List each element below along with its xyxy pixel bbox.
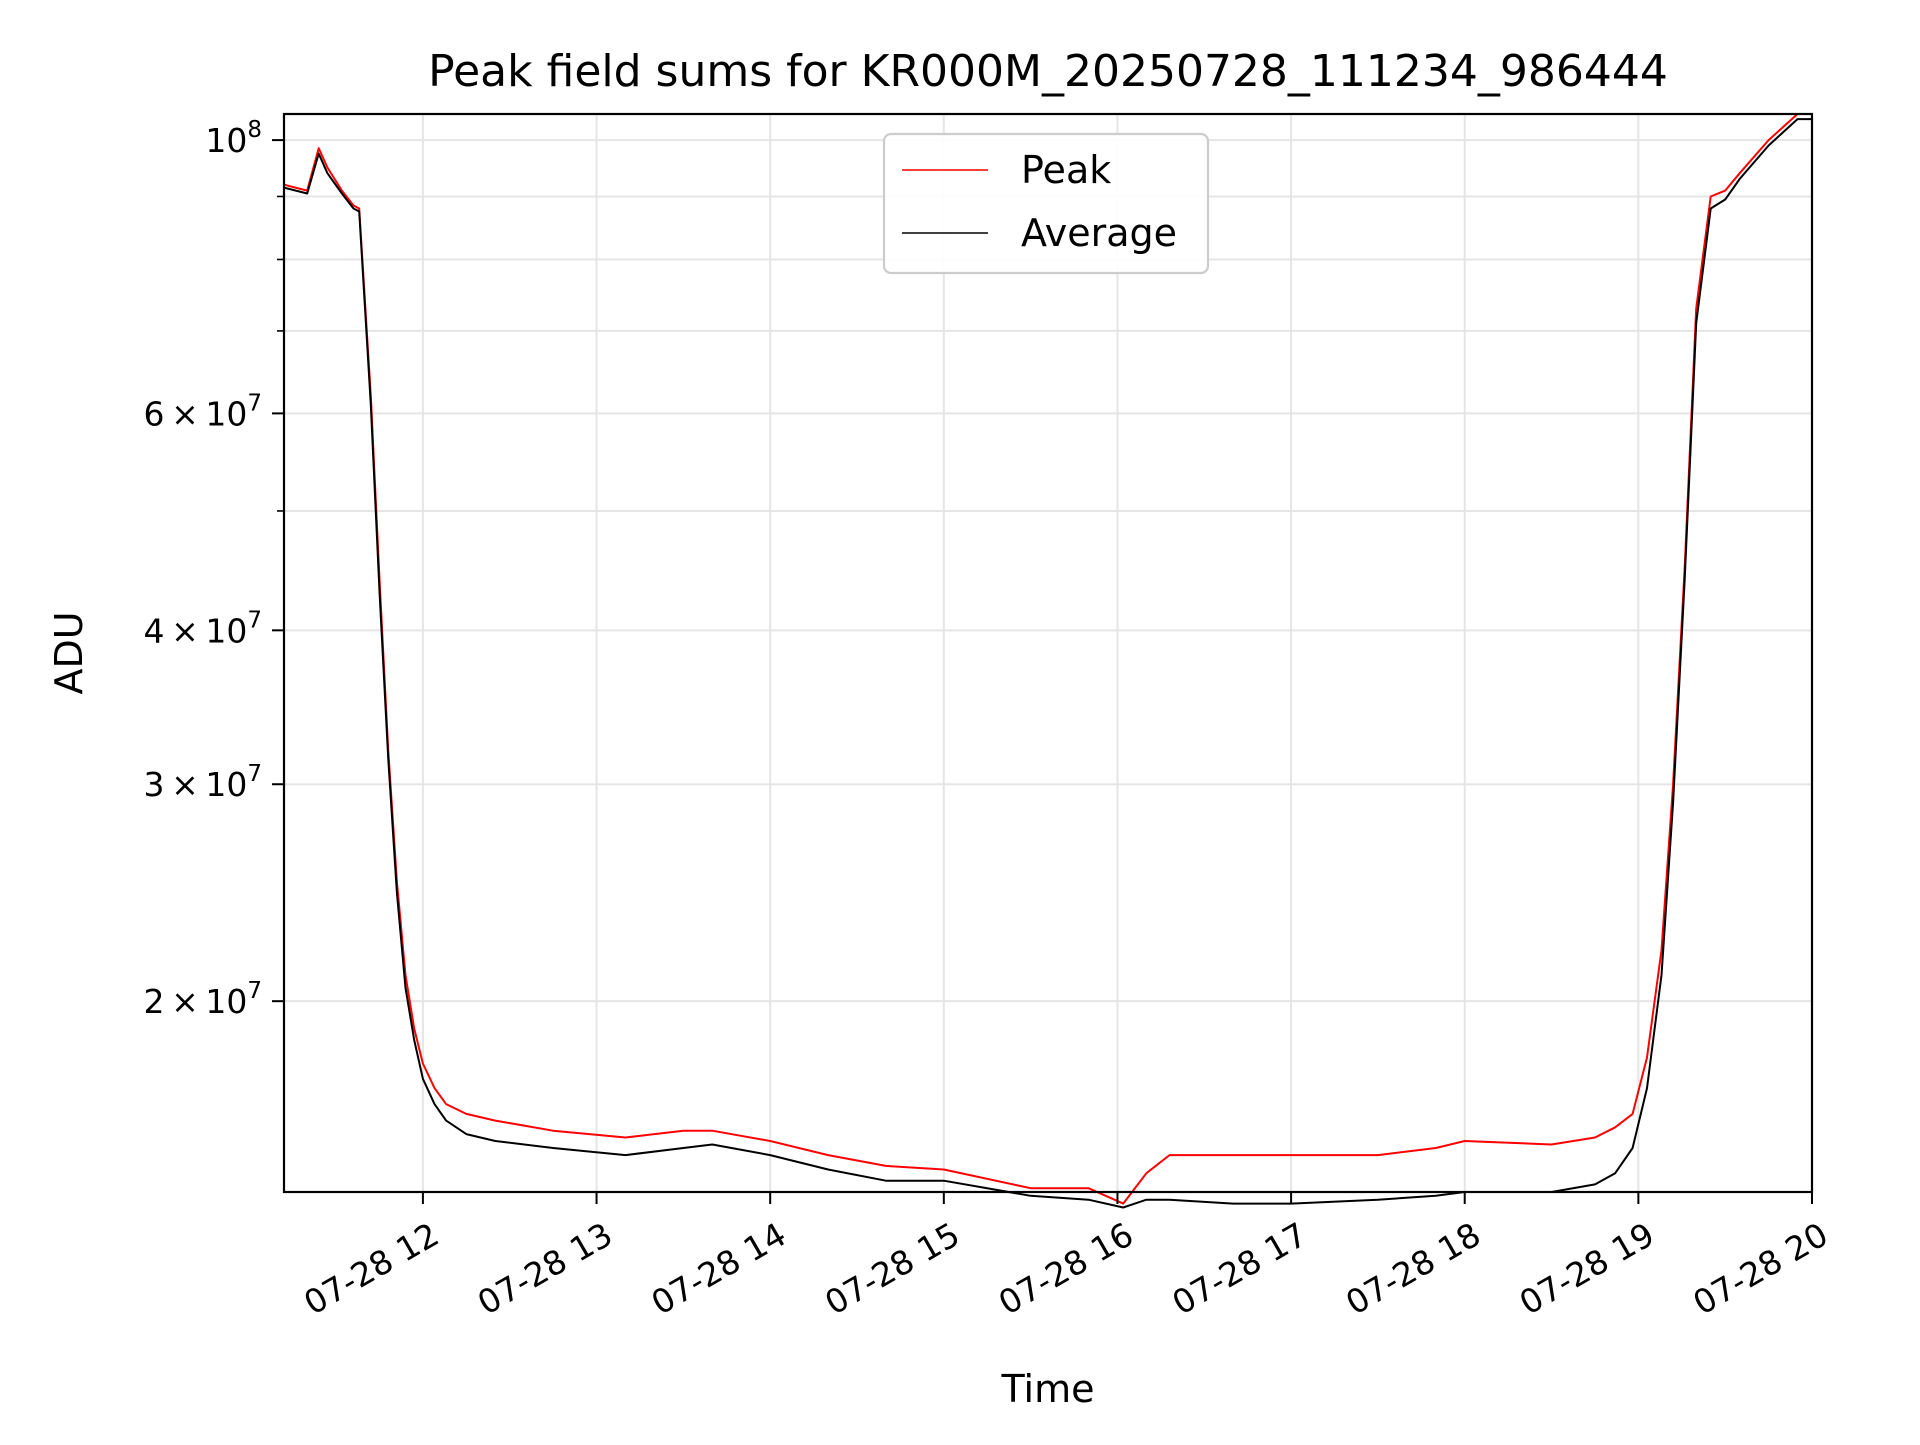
chart-title: Peak field sums for KR000M_20250728_1112… <box>428 46 1668 97</box>
y-tick-label-0: 108 <box>205 117 262 160</box>
series-lines <box>283 113 1812 1209</box>
legend-peak-label: Peak <box>1021 148 1111 192</box>
x-axis-label: Time <box>1001 1367 1095 1411</box>
y-tick-label-1: 6 × 107 <box>144 390 262 433</box>
y-tick-label-4: 2 × 107 <box>144 978 262 1021</box>
plot-area-frame <box>282 112 1814 1194</box>
y-axis-label: ADU <box>47 611 91 694</box>
series-line-average <box>283 118 1812 1209</box>
legend-box <box>882 132 1210 275</box>
y-tick-label-3: 3 × 107 <box>144 761 262 804</box>
legend-average-label: Average <box>1021 211 1177 255</box>
y-tick-label-2: 4 × 107 <box>144 607 262 650</box>
legend: Peak Average <box>882 132 1210 275</box>
y-axis-ticks: 108 6 × 107 4 × 107 3 × 107 2 × 107 <box>144 117 284 1021</box>
